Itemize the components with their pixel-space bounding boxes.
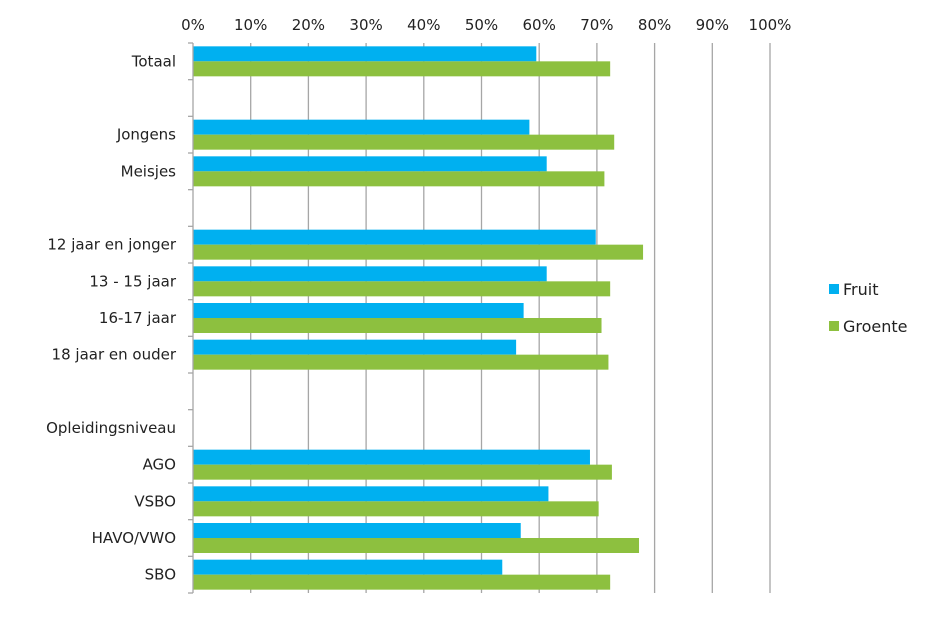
bar-groente (193, 501, 599, 517)
legend-swatch-fruit (829, 284, 839, 294)
bar-fruit (193, 266, 547, 282)
value-axis-ticks: 0% 10% 20% 30% 40% 50% 60% 70% 80% 90% 100% (181, 16, 791, 34)
x-tick-label: 30% (349, 16, 382, 34)
x-tick-label: 50% (465, 16, 498, 34)
category-label: Meisjes (121, 162, 177, 180)
category-label: AGO (143, 456, 176, 474)
bar-groente (193, 244, 644, 260)
bar-fruit (193, 156, 547, 172)
bar-groente (193, 354, 609, 370)
x-tick-label: 60% (523, 16, 556, 34)
category-label: 13 - 15 jaar (89, 272, 176, 290)
category-label: 12 jaar en jonger (47, 236, 176, 254)
category-labels: Totaal Jongens Meisjes 12 jaar en jonger 13 … (46, 52, 177, 583)
bar-fruit (193, 339, 517, 355)
category-label: Jongens (116, 126, 176, 144)
x-tick-label: 0% (181, 16, 205, 34)
category-label: Opleidingsniveau (46, 419, 176, 437)
x-tick-label: 70% (580, 16, 613, 34)
bar-groente (193, 538, 640, 553)
legend-swatch-groente (829, 321, 839, 331)
x-tick-label: 10% (234, 16, 267, 34)
bar-groente (193, 464, 612, 480)
legend-label-fruit: Fruit (843, 280, 878, 299)
bar-groente (193, 171, 605, 187)
bars (193, 46, 644, 590)
x-tick-label: 80% (638, 16, 671, 34)
legend-label-groente: Groente (843, 317, 908, 336)
bar-fruit (193, 486, 549, 502)
x-tick-label: 40% (407, 16, 440, 34)
bar-fruit (193, 229, 596, 245)
x-tick-label: 90% (696, 16, 729, 34)
bar-groente (193, 61, 611, 77)
bar-fruit (193, 303, 524, 318)
bar-fruit (193, 46, 537, 62)
x-tick-label: 20% (292, 16, 325, 34)
category-label: 16-17 jaar (99, 309, 177, 327)
category-label: 18 jaar en ouder (52, 346, 177, 364)
category-label: SBO (145, 566, 176, 584)
legend: Fruit Groente (829, 280, 908, 336)
bar-fruit (193, 559, 503, 575)
bar-groente (193, 281, 611, 297)
bar-groente (193, 574, 611, 590)
bar-fruit (193, 449, 590, 465)
bar-groente (193, 134, 615, 150)
bar-fruit (193, 523, 521, 538)
x-tick-label: 100% (749, 16, 792, 34)
category-label: Totaal (131, 52, 176, 70)
bar-groente (193, 318, 602, 333)
category-axis (188, 42, 194, 594)
category-label: HAVO/VWO (92, 529, 176, 547)
category-label: VSBO (134, 492, 176, 510)
bar-fruit (193, 119, 530, 135)
